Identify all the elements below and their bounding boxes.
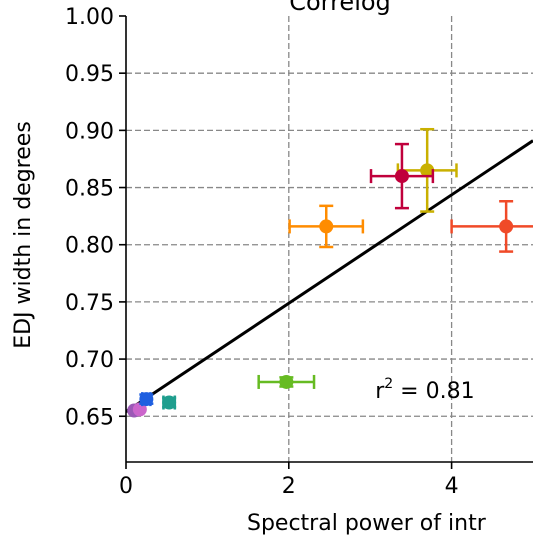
- fit-layer: [126, 139, 533, 413]
- annotation-sup: 2: [384, 376, 393, 392]
- ticks: 0 2 4 0.65 0.70 0.75 0.80 0.85 0.90 0.95 1.00: [65, 5, 459, 499]
- data-point: [162, 395, 177, 410]
- y-tick-label: 1.00: [65, 5, 114, 30]
- annotation-rest: = 0.81: [393, 379, 474, 404]
- data-point: [279, 374, 294, 389]
- data-point-group: [396, 127, 458, 213]
- y-tick-label: 0.90: [65, 119, 114, 144]
- data-point-group: [139, 392, 154, 407]
- y-tick-label: 0.85: [65, 177, 114, 202]
- y-tick-label: 0.80: [65, 234, 114, 259]
- chart-title: Correlog: [289, 0, 391, 16]
- y-tick-label: 0.65: [65, 405, 114, 430]
- y-tick-label: 0.75: [65, 291, 114, 316]
- data-point-group: [369, 142, 435, 210]
- y-tick-label: 0.95: [65, 62, 114, 87]
- data-point-group: [450, 200, 533, 253]
- data-point: [319, 219, 334, 234]
- annotation-r2: r2 = 0.81: [375, 376, 474, 404]
- regression-line: [126, 139, 533, 413]
- x-tick-label: 0: [119, 474, 133, 499]
- data-point-group: [288, 204, 365, 249]
- data-point-group: [162, 395, 177, 410]
- data-point: [394, 169, 409, 184]
- axes: [125, 16, 533, 463]
- data-point: [420, 163, 435, 178]
- x-axis-label: Spectral power of intr: [247, 511, 487, 536]
- y-axis-label: EDJ width in degrees: [11, 121, 36, 349]
- data-point: [139, 392, 154, 407]
- y-tick-label: 0.70: [65, 348, 114, 373]
- data-point: [499, 219, 514, 234]
- grid: [126, 16, 533, 462]
- data-point-group: [257, 374, 316, 389]
- annotation-base: r: [375, 379, 385, 404]
- x-tick-label: 2: [282, 474, 296, 499]
- x-tick-label: 4: [445, 474, 459, 499]
- points-layer: [127, 127, 533, 418]
